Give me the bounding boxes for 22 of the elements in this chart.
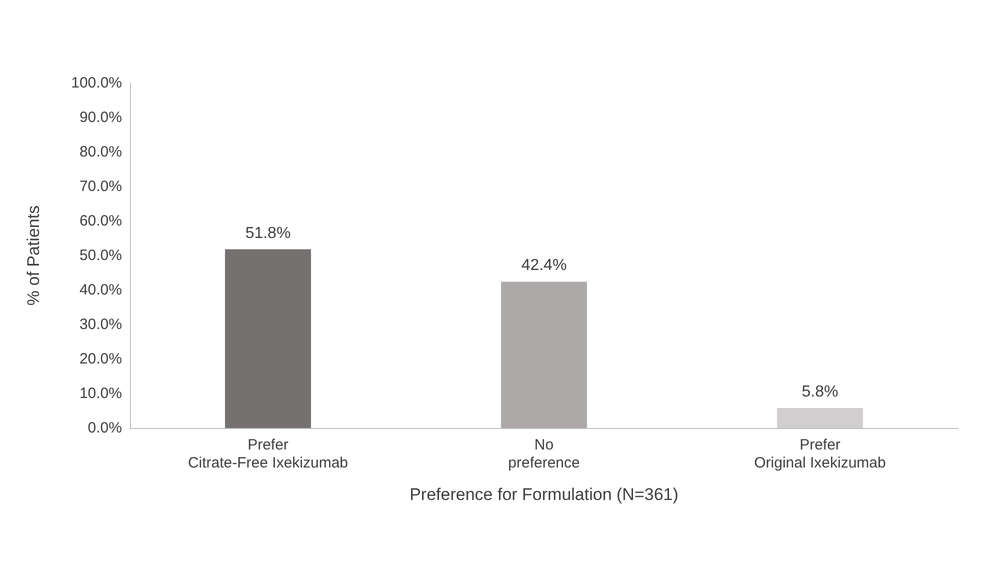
y-tick-label: 40.0%: [79, 282, 122, 298]
data-label: 5.8%: [802, 383, 838, 400]
bar: [501, 282, 587, 428]
y-tick-label: 30.0%: [79, 316, 122, 333]
data-label: 42.4%: [521, 257, 567, 274]
y-axis-title: % of Patients: [24, 205, 43, 306]
y-tick-label: 20.0%: [79, 350, 122, 368]
x-tick-label: Prefer Original Ixekizumab: [754, 436, 886, 472]
y-tick-label: 50.0%: [79, 247, 122, 264]
y-tick-label: 80.0%: [79, 144, 122, 160]
x-tick-label: No preference: [508, 436, 580, 472]
y-tick-label: 70.0%: [79, 178, 122, 195]
x-tick-label: Prefer Citrate-Free Ixekizumab: [188, 436, 348, 472]
y-tick-label: 10.0%: [79, 385, 122, 402]
y-tick-label: 100.0%: [71, 74, 122, 92]
y-tick-label: 0.0%: [88, 420, 122, 436]
x-axis-title: Preference for Formulation (N=361): [410, 485, 678, 504]
y-tick-label: 60.0%: [79, 212, 122, 230]
bar: [777, 408, 863, 428]
y-tick-label: 90.0%: [79, 109, 122, 126]
bar: [225, 249, 311, 428]
data-label: 51.8%: [245, 224, 291, 242]
